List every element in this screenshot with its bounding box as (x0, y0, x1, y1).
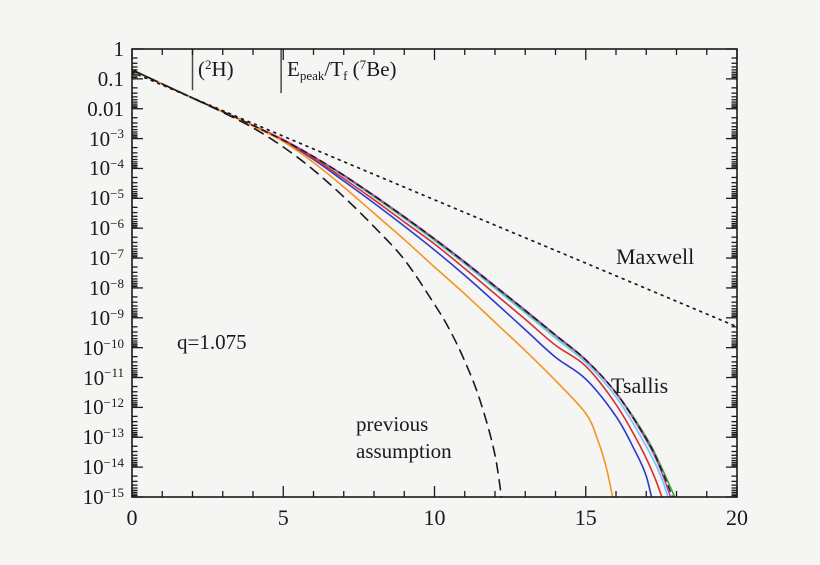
previous-assumption-label: previous assumption (356, 411, 452, 465)
y-tick-label: 10−3 (89, 126, 124, 151)
x-tick-label: 10 (423, 505, 446, 530)
y-tick-label: 10−11 (83, 365, 124, 390)
x-tick-label: 5 (277, 505, 289, 530)
deuterium-marker-label: (2H) (198, 56, 234, 81)
y-tick-label: 10−9 (89, 305, 124, 330)
y-tick-label: 0.01 (87, 96, 124, 121)
y-tick-label: 10−15 (82, 484, 124, 509)
y-tick-label: 10−10 (82, 335, 124, 360)
y-tick-label: 10−12 (82, 395, 124, 420)
curve-tsallis-black-dashed (132, 69, 674, 497)
previous-assumption-line1: previous (356, 412, 429, 436)
previous-assumption-line2: assumption (356, 439, 452, 463)
x-tick-label: 15 (574, 505, 597, 530)
y-tick-label: 10−6 (89, 216, 124, 241)
x-tick-label: 20 (726, 505, 748, 530)
y-tick-label: 10−5 (89, 186, 124, 211)
y-tick-label: 10−13 (82, 425, 124, 450)
y-tick-label: 0.1 (97, 66, 124, 91)
y-tick-label: 1 (113, 37, 125, 61)
y-tick-label: 10−14 (82, 454, 124, 480)
x-tick-label: 0 (126, 505, 138, 530)
maxwell-curve-label: Maxwell (616, 244, 695, 269)
q-value-label: q=1.075 (177, 330, 247, 354)
y-tick-label: 10−7 (89, 245, 124, 271)
y-tick-label: 10−8 (89, 275, 124, 300)
axis-ticks (131, 48, 738, 498)
y-tick-label: 10−4 (89, 156, 124, 181)
epeak-7be-marker-label: Epeak/Tf (7Be) (287, 56, 397, 83)
tsallis-curve-label: Tsallis (611, 373, 669, 398)
curve-maxwell (132, 71, 737, 328)
